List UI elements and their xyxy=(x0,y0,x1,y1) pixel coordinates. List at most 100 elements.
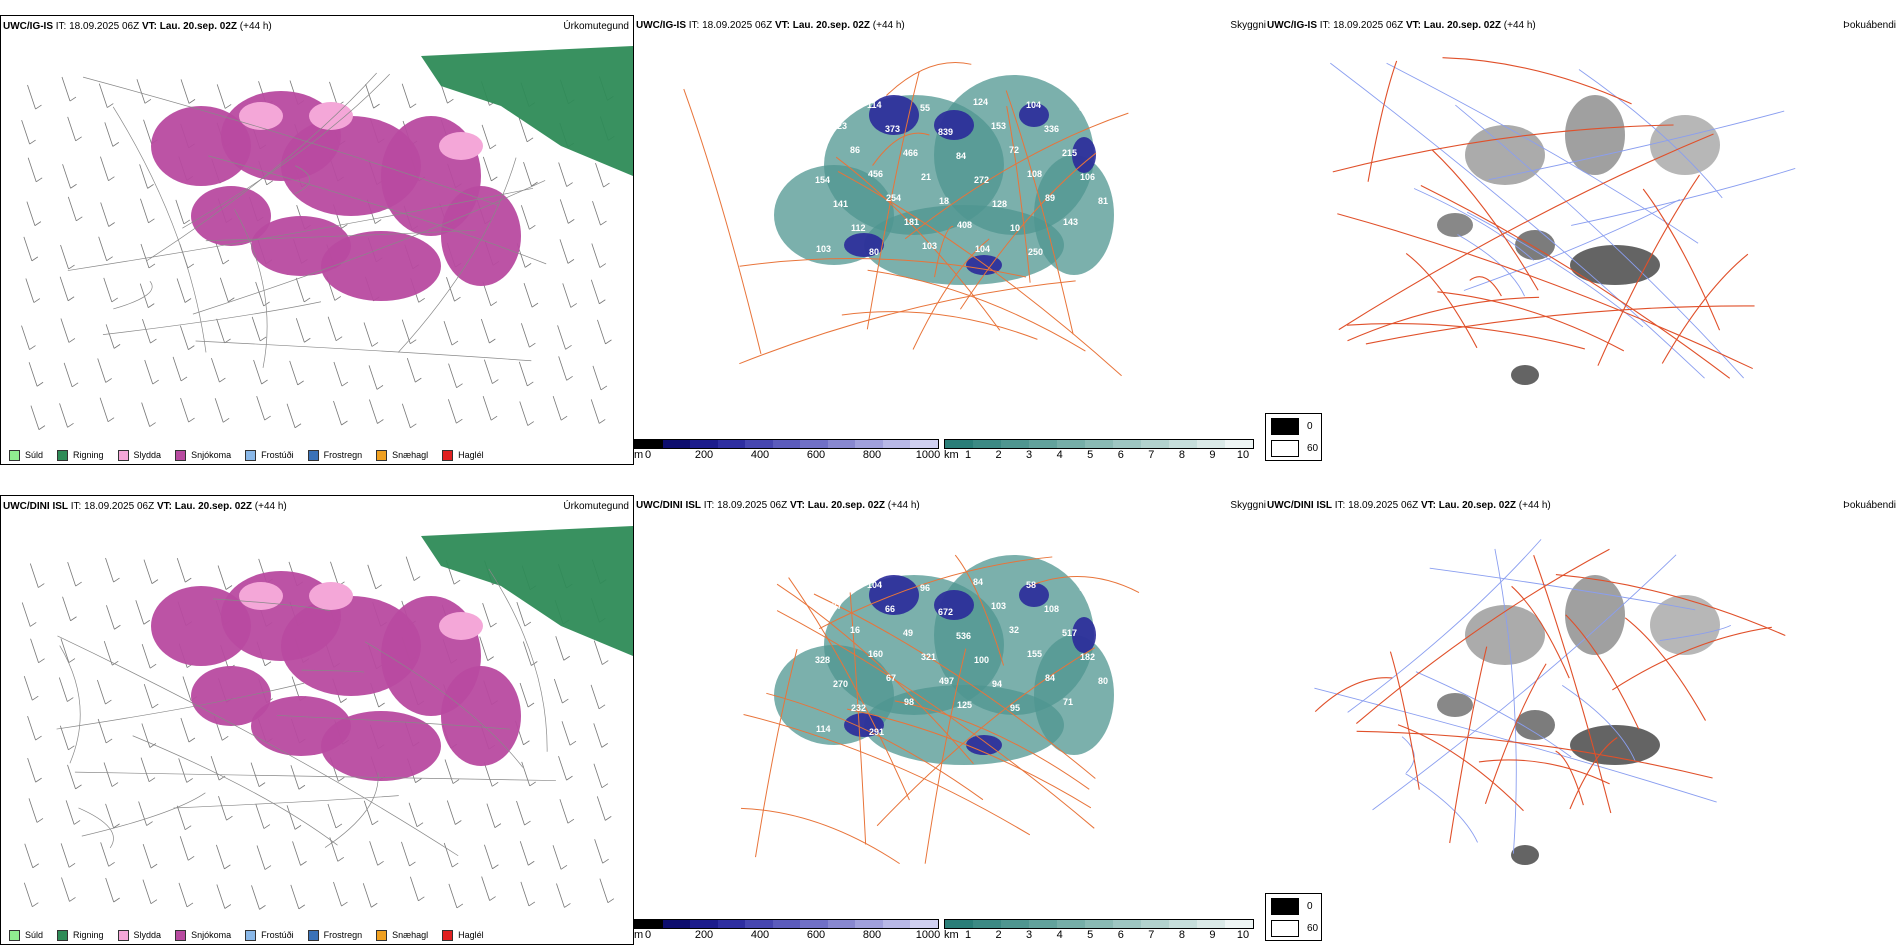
road xyxy=(1338,133,1714,331)
road xyxy=(1405,252,1478,349)
cloud-base-label: 77 xyxy=(832,601,842,611)
wind-barb xyxy=(60,843,76,868)
fog-fields xyxy=(1437,95,1720,385)
cloud-base-label: 108 xyxy=(1044,604,1059,614)
precip-legend-1: Súld Rigning Slydda Snjókoma Frostúði Frostre… xyxy=(1,446,490,464)
snow-area xyxy=(321,231,441,301)
wind-barb xyxy=(362,883,378,908)
cloud-base-label: 96 xyxy=(920,583,930,593)
wind-barb xyxy=(479,636,494,661)
road xyxy=(112,106,207,353)
road xyxy=(397,157,517,353)
wind-barb xyxy=(253,359,268,385)
legend-swatch xyxy=(245,449,257,461)
river xyxy=(1455,104,1744,379)
colorbar-step xyxy=(662,920,691,928)
legend-item: Snjókoma xyxy=(175,449,231,461)
road-network xyxy=(67,72,547,368)
road xyxy=(739,280,1076,365)
cloud-base-label: 81 xyxy=(1098,196,1108,206)
wind-barb xyxy=(256,395,271,421)
wind-barb xyxy=(363,800,379,826)
cloud-base-label: 84 xyxy=(956,151,966,161)
cloud-base-label: 181 xyxy=(904,217,919,227)
river xyxy=(1494,548,1517,854)
colorbar-tick: 2 xyxy=(995,449,1002,461)
wind-barb xyxy=(60,244,75,270)
road xyxy=(872,132,930,166)
road-network xyxy=(56,568,556,857)
legend-label: Snæhagl xyxy=(392,930,429,940)
wind-barb xyxy=(444,759,460,784)
wind-barb xyxy=(520,881,536,907)
wind-barb xyxy=(135,600,151,625)
road xyxy=(1314,677,1393,713)
colorbar-step xyxy=(800,440,828,448)
colorbar-step xyxy=(1001,920,1029,928)
cloud-base-label: 95 xyxy=(1010,703,1020,713)
road xyxy=(835,156,1001,331)
colorbar-step xyxy=(1141,440,1169,448)
road xyxy=(740,807,900,865)
colorbar-tick: 5 xyxy=(1087,929,1094,941)
road xyxy=(959,152,1097,310)
wind-barb xyxy=(105,557,120,583)
colorbar-step xyxy=(690,440,718,448)
wind-barb xyxy=(67,561,82,587)
colorbar-step xyxy=(635,440,663,448)
wind-barb xyxy=(23,236,39,262)
wind-barb xyxy=(100,156,115,181)
legend-item: Snæhagl xyxy=(376,449,428,461)
rain-area xyxy=(421,46,633,176)
wind-barb xyxy=(590,399,606,424)
colorbar-step xyxy=(800,920,828,928)
legend-item: Snæhagl xyxy=(376,929,429,941)
cloud-base-label: 86 xyxy=(850,145,860,155)
cloud-base-label: 18 xyxy=(939,196,949,206)
wind-barb xyxy=(521,761,536,787)
wind-barb xyxy=(59,403,74,428)
road xyxy=(56,682,305,730)
road xyxy=(894,700,1090,790)
colorbar-step xyxy=(1057,920,1085,928)
wind-barb xyxy=(559,199,575,224)
low-visibility-area xyxy=(864,205,1064,285)
wind-barb xyxy=(24,843,39,869)
road xyxy=(301,669,365,673)
cloud-base-label: 94 xyxy=(992,679,1002,689)
cloud-base-label: 103 xyxy=(922,241,937,251)
wind-barb xyxy=(481,124,497,150)
fog-panel-1: UWC/IG-IS IT: 18.09.2025 06Z VT: Lau. 20… xyxy=(1265,15,1900,465)
visibility-colorbar-2: km 1 2 3 4 5 6 7 8 9 10 xyxy=(944,915,1254,947)
colorbar-step xyxy=(1001,440,1029,448)
wind-barb xyxy=(136,79,152,104)
colorbar-tick: 600 xyxy=(806,449,826,461)
road xyxy=(1565,614,1640,730)
colorbar-step xyxy=(882,920,911,928)
wind-barb xyxy=(255,804,271,829)
road xyxy=(102,301,322,336)
low-cloud-area xyxy=(966,735,1002,755)
road xyxy=(954,554,1005,666)
cloud-base-label: 497 xyxy=(939,676,954,686)
legend-label: Haglél xyxy=(458,450,484,460)
wind-barb xyxy=(178,758,193,783)
sleet-area xyxy=(439,612,483,640)
wind-barb xyxy=(104,122,120,147)
wind-barb xyxy=(552,396,568,421)
cloud-base-label: 232 xyxy=(851,703,866,713)
fog-area xyxy=(1565,95,1625,175)
colorbar-tick: 200 xyxy=(694,449,714,461)
cloud-base-label: 89 xyxy=(1045,193,1055,203)
road xyxy=(113,281,153,310)
road xyxy=(1431,149,1539,291)
road-network xyxy=(1314,548,1786,844)
colorbar-step xyxy=(772,920,801,928)
cloud-base-label: 466 xyxy=(903,148,918,158)
fog-area xyxy=(1570,245,1660,285)
road xyxy=(912,238,990,350)
colorbar-step xyxy=(1029,920,1057,928)
wind-barb xyxy=(97,358,112,383)
road xyxy=(173,795,399,809)
colorbar-tick: 1000 xyxy=(915,449,941,461)
